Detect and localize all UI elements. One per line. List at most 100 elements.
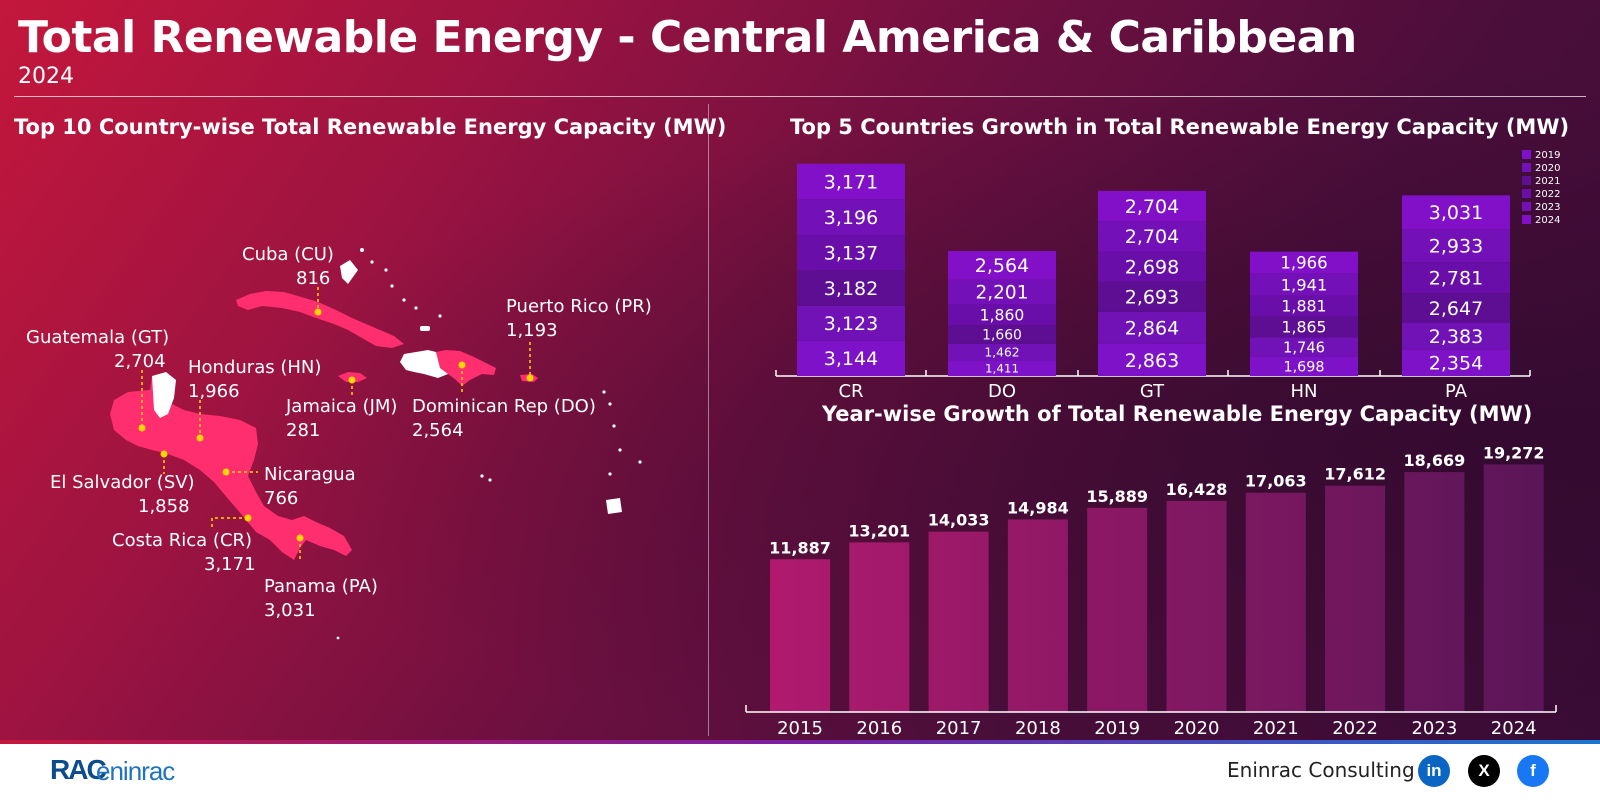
stacked-value-label: 3,171 (824, 171, 878, 193)
map-value-dominican-rep: 2,564 (412, 420, 464, 441)
map-island (360, 248, 364, 252)
x-icon[interactable]: X (1468, 755, 1500, 787)
stacked-bar-segment-cr-2023 (797, 199, 905, 236)
map-island (420, 326, 430, 331)
map-markers (138, 308, 534, 542)
stacked-bar-segment-hn-2023 (1250, 273, 1358, 296)
stacked-bar-segment-hn-2022 (1250, 295, 1358, 317)
legend-swatch-2020 (1522, 163, 1531, 172)
legend-swatch-2024 (1522, 215, 1531, 224)
map-label-nicaragua: Nicaragua (264, 464, 356, 485)
footer-accent-bar (0, 740, 1600, 744)
map-label-panama: Panama (PA) (264, 576, 378, 597)
marker-nicaragua (222, 468, 230, 476)
marker-panama (296, 534, 304, 542)
map-island (438, 314, 442, 318)
stacked-value-label: 3,182 (824, 278, 878, 300)
year-value-label: 14,984 (1007, 498, 1069, 517)
stacked-bar-segment-pa-2023 (1402, 229, 1510, 263)
stacked-category-label: PA (1445, 381, 1468, 402)
year-category-label: 2020 (1174, 718, 1220, 739)
stacked-bar-segment-hn-2019 (1250, 356, 1358, 376)
year-bar-2018 (1007, 519, 1068, 712)
logo-text: eninrac (96, 756, 175, 786)
leader-line-costa-rica (211, 517, 248, 530)
year-category-label: 2016 (856, 718, 902, 739)
map-section-title: Top 10 Country-wise Total Renewable Ener… (14, 115, 727, 139)
facebook-icon[interactable]: f (1517, 755, 1549, 787)
stacked-bar-segment-gt-2021 (1098, 281, 1206, 312)
map-cuba (236, 291, 404, 348)
year-bar-2022 (1325, 485, 1386, 712)
stacked-value-label: 3,137 (824, 242, 878, 264)
map-label-jamaica: Jamaica (JM) (285, 396, 397, 417)
stacked-value-label: 2,647 (1429, 298, 1483, 320)
stacked-value-label: 2,698 (1125, 256, 1179, 278)
year-value-label: 13,201 (848, 521, 910, 540)
stacked-bar-segment-pa-2024 (1402, 195, 1510, 230)
map-bahamas (340, 260, 358, 284)
legend-swatch-2022 (1522, 189, 1531, 198)
map-island (414, 306, 418, 310)
stacked-bar-segment-gt-2024 (1098, 190, 1206, 222)
map-value-el-salvador: 1,858 (138, 496, 190, 517)
linkedin-icon[interactable]: in (1418, 755, 1450, 787)
map-island (384, 268, 388, 272)
legend-label-2019: 2019 (1535, 150, 1560, 161)
stacked-bar-segment-do-2023 (948, 279, 1056, 305)
year-bar-2024 (1483, 464, 1544, 712)
region-map: Cuba (CU) 816 Puerto Rico (PR) 1,193 Gua… (26, 244, 652, 640)
stacked-value-label: 2,564 (975, 255, 1029, 277)
map-island (488, 478, 492, 482)
stacked-bar-segment-do-2021 (948, 325, 1056, 344)
year-bar-2017 (928, 531, 989, 712)
stacked-value-label: 1,746 (1283, 339, 1325, 356)
year-category-label: 2023 (1411, 718, 1457, 739)
map-value-cuba: 816 (296, 268, 330, 289)
stacked-category-label: GT (1140, 381, 1165, 402)
stacked-category-label: DO (988, 381, 1016, 402)
year-value-label: 17,063 (1245, 472, 1307, 491)
stacked-bar-segment-gt-2020 (1098, 311, 1206, 344)
map-label-dominican-rep: Dominican Rep (DO) (412, 396, 596, 417)
map-label-cuba: Cuba (CU) (242, 244, 334, 265)
map-island (618, 448, 622, 452)
stacked-bar-segment-hn-2024 (1250, 251, 1358, 274)
map-haiti (400, 350, 448, 378)
map-label-costa-rica: Costa Rica (CR) (112, 530, 252, 551)
stacked-value-label: 1,698 (1284, 360, 1325, 376)
year-value-label: 18,669 (1404, 451, 1466, 470)
marker-jamaica (348, 376, 356, 384)
map-island (608, 472, 612, 476)
year-category-label: 2015 (777, 718, 823, 739)
marker-guatemala (138, 424, 146, 432)
legend-label-2020: 2020 (1535, 163, 1560, 174)
stacked-bar-segment-cr-2021 (797, 270, 905, 306)
stacked-bar-segment-pa-2022 (1402, 262, 1510, 294)
stacked-bar-segment-hn-2020 (1250, 337, 1358, 357)
map-yucatan (152, 372, 176, 418)
stacked-bar-segment-do-2020 (948, 343, 1056, 361)
stacked-bar-segment-do-2022 (948, 304, 1056, 326)
legend-swatch-2021 (1522, 176, 1531, 185)
stacked-value-label: 2,864 (1125, 318, 1179, 340)
legend-label-2024: 2024 (1535, 215, 1560, 226)
stacked-chart-title: Top 5 Countries Growth in Total Renewabl… (790, 115, 1570, 139)
map-label-guatemala: Guatemala (GT) (26, 327, 169, 348)
stacked-bar-segment-hn-2021 (1250, 316, 1358, 338)
stacked-value-label: 1,941 (1281, 275, 1328, 294)
stacked-value-label: 1,881 (1281, 297, 1326, 316)
map-label-honduras: Honduras (HN) (188, 357, 321, 378)
year-value-label: 15,889 (1086, 487, 1148, 506)
year-value-label: 14,033 (928, 511, 990, 530)
map-label-el-salvador: El Salvador (SV) (50, 472, 195, 493)
year-bar-chart: 11,887 2015 13,201 2016 14,033 2017 14,984 2018… (770, 451, 1544, 739)
marker-el-salvador (160, 450, 168, 458)
map-label-puerto-rico: Puerto Rico (PR) (506, 296, 652, 317)
stacked-value-label: 2,933 (1429, 236, 1483, 258)
marker-honduras (196, 434, 204, 442)
stacked-bar-chart: 3,144 3,123 3,182 3,137 3,196 3,171 CR 1,411 1,4… (797, 150, 1560, 402)
legend-label-2023: 2023 (1535, 202, 1560, 213)
map-value-puerto-rico: 1,193 (506, 320, 558, 341)
